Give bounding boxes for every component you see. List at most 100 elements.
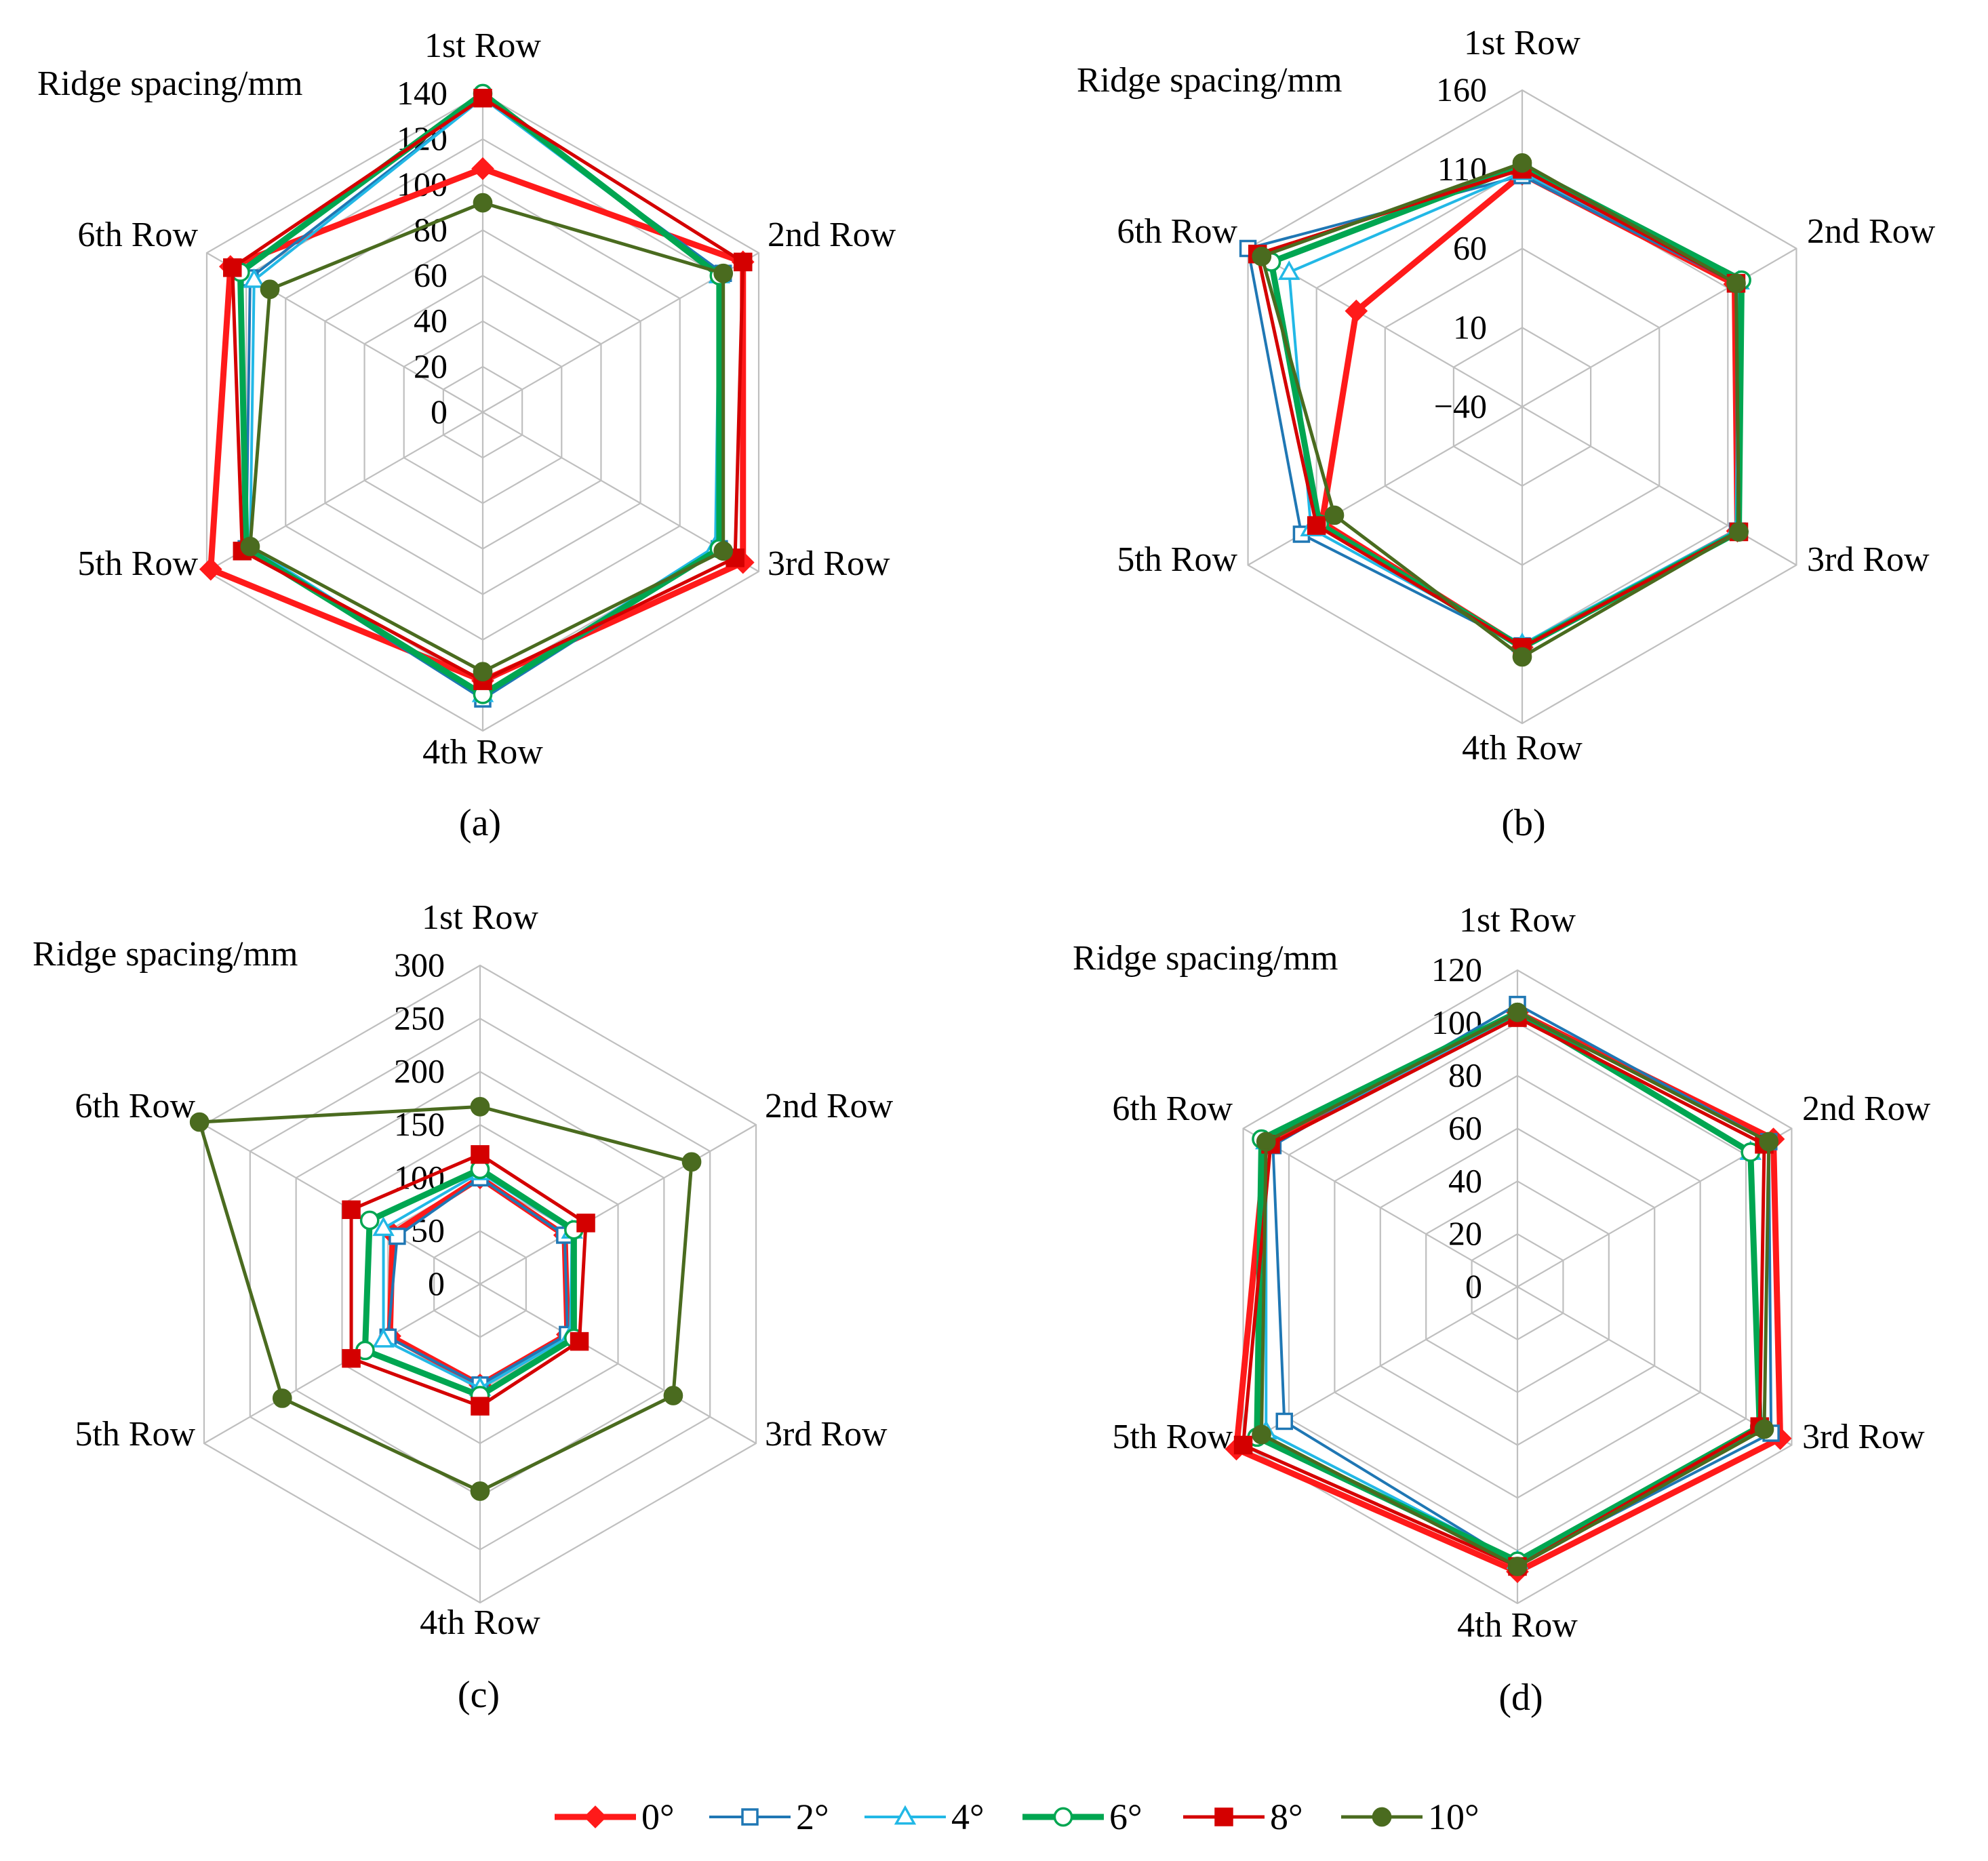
series-s10 [240, 193, 734, 682]
data-point [1278, 260, 1300, 280]
data-point [470, 1481, 490, 1501]
tick-label: 0 [431, 393, 448, 431]
axis-title: Ridge spacing/mm [37, 64, 302, 103]
legend-label: 0° [641, 1797, 675, 1837]
grid-spoke [1522, 247, 1797, 407]
tick-label: 120 [1431, 950, 1482, 988]
data-point [1726, 273, 1746, 294]
series-line [231, 96, 745, 683]
data-point [1507, 1557, 1528, 1576]
row-label: 6th Row [75, 1087, 195, 1125]
data-point [473, 88, 492, 108]
row-label: 1st Row [1464, 24, 1581, 62]
legend-item: 4° [864, 1797, 985, 1837]
legend-item: 10° [1341, 1797, 1479, 1837]
data-point [240, 536, 260, 557]
radar-panel-b: Ridge spacing/mm (b) 1st Row 2nd Row 3rd R… [1077, 24, 1936, 844]
data-point [471, 1397, 490, 1416]
row-label: 1st Row [422, 898, 538, 937]
legend-marker [1372, 1807, 1392, 1827]
data-point [1512, 153, 1532, 173]
data-point [713, 263, 734, 283]
data-point [1252, 246, 1272, 266]
radar-panel-a: Ridge spacing/mm (a) 1st Row 2nd Row 3rd R… [37, 26, 896, 844]
data-point [471, 157, 494, 180]
axis-title: Ridge spacing/mm [33, 935, 298, 974]
panel-label: (d) [1498, 1677, 1543, 1719]
data-point [389, 1227, 406, 1245]
data-point [272, 1388, 292, 1408]
series-s10 [1252, 153, 1749, 667]
axis-title: Ridge spacing/mm [1073, 939, 1338, 978]
data-point [372, 1327, 395, 1348]
series-s4 [1278, 161, 1750, 652]
data-point [1256, 1132, 1276, 1152]
data-point [1233, 1435, 1253, 1455]
data-point [243, 268, 265, 288]
legend: 0° 2° 4° 6° 8° 10° [555, 1797, 1479, 1837]
axis-title: Ridge spacing/mm [1077, 61, 1342, 100]
grid-spoke [479, 1124, 757, 1285]
tick-label: 40 [414, 302, 448, 340]
row-label: 1st Row [1459, 901, 1576, 940]
data-point [473, 662, 493, 682]
data-point [663, 1386, 683, 1405]
legend-label: 10° [1428, 1797, 1479, 1837]
row-label: 1st Row [424, 26, 541, 65]
tick-label: 40 [1448, 1161, 1482, 1199]
row-label: 3rd Row [765, 1415, 888, 1454]
legend-item: 0° [555, 1797, 675, 1837]
panel-label: (c) [458, 1674, 500, 1716]
tick-label: 0 [1465, 1267, 1482, 1305]
legend-marker [741, 1808, 759, 1826]
data-point [1307, 516, 1326, 535]
radar-panel-d: Ridge spacing/mm (d) 1st Row 2nd Row 3rd R… [1073, 901, 1931, 1719]
series-s10 [189, 1097, 702, 1501]
series-s8 [223, 88, 753, 690]
row-label: 3rd Row [768, 544, 890, 583]
grid-spoke [479, 1283, 757, 1444]
legend-label: 2° [796, 1797, 829, 1837]
data-point [1729, 522, 1749, 542]
data-point [1759, 1132, 1779, 1152]
grid-spoke [1522, 406, 1797, 566]
series-s6 [1261, 156, 1751, 658]
data-point [471, 1145, 490, 1164]
row-label: 2nd Row [765, 1087, 894, 1125]
tick-label: 80 [1448, 1056, 1482, 1094]
legend-marker [1053, 1807, 1073, 1827]
data-point [681, 1152, 702, 1172]
tick-label: 20 [414, 347, 448, 385]
grid-spoke [1517, 1286, 1792, 1446]
legend-item: 6° [1022, 1797, 1142, 1837]
row-label: 4th Row [1457, 1606, 1578, 1645]
data-point [1324, 505, 1345, 525]
tick-label: 160 [1436, 71, 1487, 108]
panel-label: (b) [1501, 802, 1545, 844]
legend-label: 6° [1109, 1797, 1142, 1837]
data-point [1512, 647, 1532, 667]
series-s10 [1252, 1002, 1779, 1576]
data-point [199, 557, 222, 581]
row-label: 3rd Row [1807, 540, 1930, 579]
data-point [372, 1216, 395, 1237]
row-label: 6th Row [1117, 212, 1237, 251]
grid-spoke [1243, 1127, 1518, 1287]
series-line [361, 1165, 577, 1399]
tick-label: 60 [1453, 229, 1487, 267]
row-label: 2nd Row [1802, 1089, 1931, 1128]
data-point [359, 1210, 380, 1230]
legend-item: 2° [709, 1797, 829, 1837]
row-label: 2nd Row [1807, 212, 1936, 251]
row-label: 5th Row [77, 544, 198, 583]
data-point [189, 1112, 210, 1132]
row-label: 5th Row [1112, 1418, 1233, 1456]
radar-grid [205, 92, 760, 732]
data-point [1345, 299, 1368, 323]
legend-marker [894, 1805, 917, 1825]
data-point [260, 279, 280, 300]
radar-grid [1242, 969, 1793, 1605]
row-label: 6th Row [1112, 1089, 1233, 1128]
row-label: 6th Row [77, 216, 198, 254]
